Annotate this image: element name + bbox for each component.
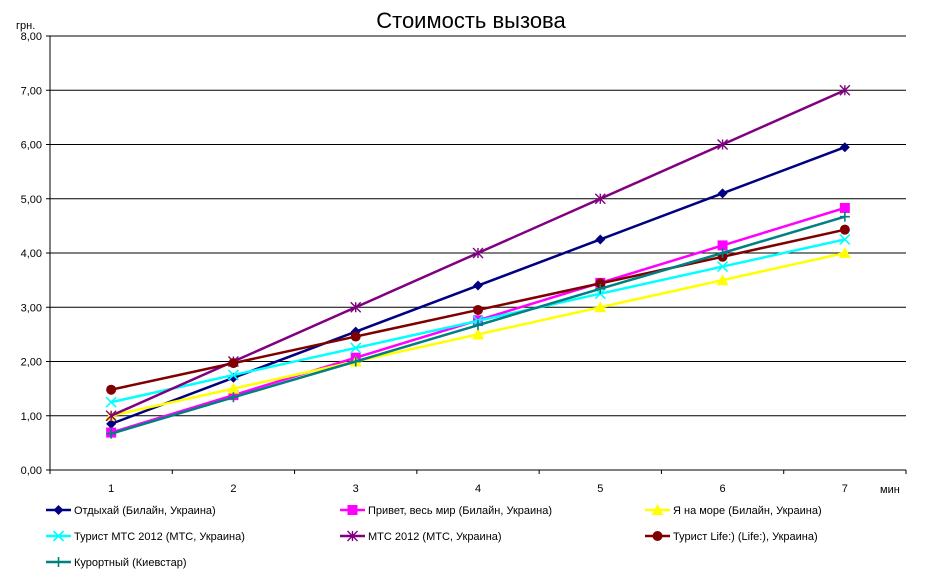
- y-tick-label: 3,00: [21, 302, 42, 314]
- data-point: [717, 139, 729, 150]
- legend-item: МТС 2012 (МТС, Украина): [340, 530, 502, 543]
- y-tick-labels: 0,00 1,00 2,00 3,00 4,00 5,00 6,00 7,00 8,00: [21, 31, 42, 477]
- y-tick-label: 8,00: [21, 31, 42, 43]
- x-tick-label: 4: [475, 483, 481, 495]
- data-point: [652, 531, 663, 541]
- data-point: [595, 278, 606, 289]
- data-point: [839, 202, 850, 213]
- data-point: [106, 418, 117, 429]
- data-point: [472, 247, 484, 259]
- data-point: [717, 260, 729, 273]
- data-point: [228, 358, 239, 369]
- y-tick-label: 2,00: [21, 357, 42, 369]
- series-7: [106, 211, 850, 439]
- data-point: [347, 530, 358, 542]
- y-tick-label: 5,00: [21, 194, 42, 206]
- x-tick-label: 7: [842, 483, 848, 495]
- legend-item: Привет, весь мир (Билайн, Украина): [340, 505, 552, 517]
- data-point: [839, 211, 850, 222]
- data-point: [473, 280, 483, 291]
- x-tick-label: 5: [597, 483, 603, 495]
- chart-title: Стоимость вызова: [376, 8, 566, 33]
- y-tick-label: 4,00: [21, 248, 42, 260]
- data-point: [350, 331, 361, 342]
- y-tick-label: 6,00: [21, 140, 42, 152]
- legend-item: Турист Life:) (Life:), Украина): [645, 531, 818, 543]
- data-point: [595, 283, 606, 294]
- data-point: [347, 505, 358, 515]
- series-lines: [105, 84, 851, 439]
- gridlines: [46, 35, 906, 471]
- x-tick-label: 3: [353, 483, 359, 495]
- axes: [49, 36, 907, 474]
- data-point: [53, 505, 64, 515]
- legend-label: Курортный (Киевстар): [74, 557, 186, 569]
- x-tick-label: 1: [108, 483, 114, 495]
- legend: Отдыхай (Билайн, Украина) Привет, весь ми…: [46, 504, 822, 569]
- data-point: [838, 247, 851, 258]
- data-point: [595, 234, 606, 245]
- legend-label: Привет, весь мир (Билайн, Украина): [368, 505, 552, 517]
- data-point: [839, 84, 851, 96]
- legend-label: Отдыхай (Билайн, Украина): [74, 505, 216, 517]
- data-point: [594, 301, 607, 313]
- legend-label: МТС 2012 (МТС, Украина): [368, 531, 502, 543]
- x-axis-unit: мин: [880, 484, 900, 496]
- data-point: [350, 301, 362, 313]
- data-point: [350, 342, 362, 354]
- legend-item: Отдыхай (Билайн, Украина): [46, 505, 216, 517]
- y-tick-label: 7,00: [21, 85, 42, 97]
- x-tick-labels: 1 2 3 4 5 6 7: [108, 483, 848, 495]
- data-point: [106, 428, 117, 439]
- data-point: [651, 504, 664, 515]
- legend-label: Турист МТС 2012 (МТС, Украина): [74, 531, 245, 543]
- data-point: [53, 557, 64, 567]
- data-point: [717, 240, 728, 251]
- legend-item: Турист МТС 2012 (МТС, Украина): [46, 530, 245, 543]
- y-axis-unit: грн.: [16, 20, 35, 32]
- data-point: [52, 530, 65, 542]
- y-tick-label: 0,00: [21, 465, 42, 477]
- data-point: [105, 410, 117, 422]
- data-point: [473, 304, 483, 315]
- data-point: [473, 320, 483, 331]
- data-point: [106, 384, 117, 395]
- data-point: [594, 193, 606, 205]
- series-3: [105, 247, 851, 421]
- data-point: [472, 328, 484, 340]
- x-tick-label: 6: [720, 483, 726, 495]
- y-tick-label: 1,00: [21, 411, 42, 423]
- legend-label: Я на море (Билайн, Украина): [673, 505, 822, 517]
- data-point: [717, 248, 728, 258]
- data-point: [839, 233, 851, 246]
- data-point: [228, 392, 239, 403]
- legend-item: Курортный (Киевстар): [46, 557, 186, 569]
- data-point: [227, 369, 239, 381]
- data-point: [839, 224, 850, 235]
- data-point: [717, 188, 728, 199]
- data-point: [350, 356, 361, 367]
- legend-label: Турист Life:) (Life:), Украина): [673, 531, 818, 543]
- data-point: [716, 274, 729, 286]
- series-1: [106, 142, 850, 429]
- legend-item: Я на море (Билайн, Украина): [645, 504, 822, 517]
- x-tick-label: 2: [230, 483, 236, 495]
- data-point: [839, 142, 850, 153]
- data-point: [227, 382, 240, 394]
- data-point: [105, 396, 117, 408]
